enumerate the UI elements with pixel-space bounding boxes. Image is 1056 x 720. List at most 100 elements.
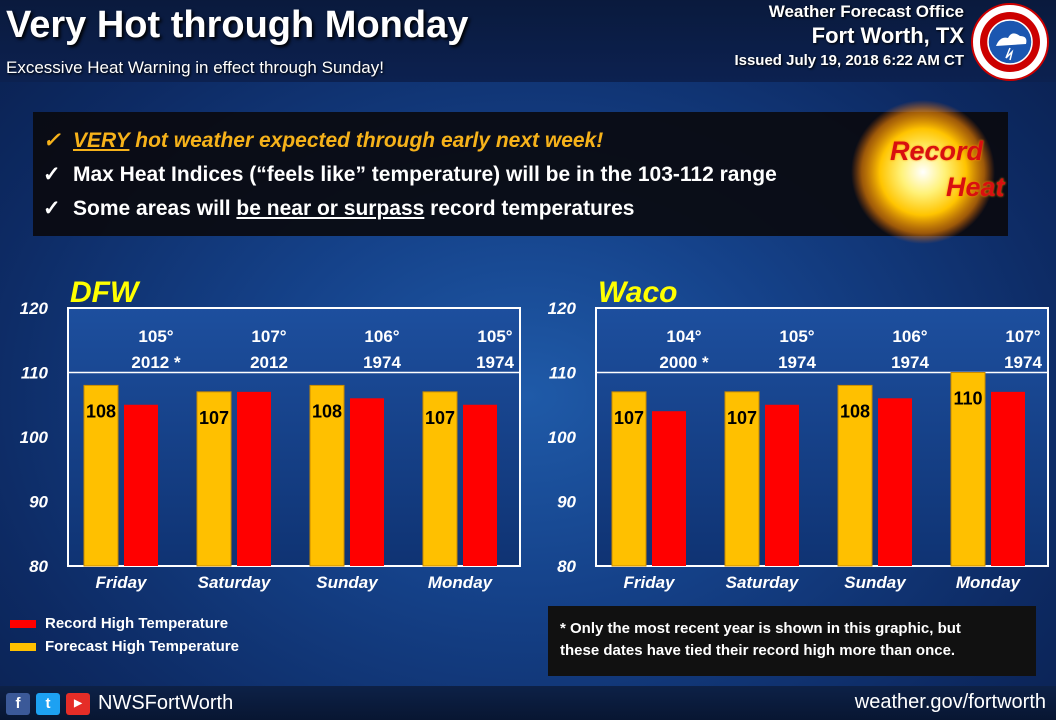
- key-messages-panel: ✓ VERY hot weather expected through early…: [33, 112, 1008, 236]
- waco-bar-forecast: [611, 391, 647, 567]
- waco-category-label: Monday: [956, 573, 1022, 592]
- dfw-ytick-label: 100: [20, 428, 49, 447]
- waco-record-year-label: 1974: [891, 353, 929, 372]
- waco-bar-record: [878, 398, 912, 566]
- dfw-category-label: Saturday: [198, 573, 272, 592]
- bullet-text: Some areas will: [73, 197, 237, 220]
- bullet-heat-indices: ✓ Max Heat Indices (“feels like” temperat…: [43, 162, 777, 187]
- legend-item-forecast: Forecast High Temperature: [10, 635, 239, 658]
- waco-bar-forecast: [950, 372, 986, 567]
- nws-logo-icon: [971, 3, 1049, 81]
- waco-chart-svg: 120 110 100 90 80 Waco 107 104° 2000 * Friday 107 1…: [548, 276, 1049, 592]
- check-icon: ✓: [43, 197, 61, 220]
- issued-timestamp: Issued July 19, 2018 6:22 AM CT: [734, 52, 964, 69]
- website-link[interactable]: weather.gov/fortworth: [854, 691, 1046, 713]
- waco-record-temp-label: 105°: [779, 327, 814, 346]
- waco-chart: 120 110 100 90 80 Waco 107 104° 2000 * Friday 107 1…: [528, 276, 1049, 604]
- dfw-chart: 120 110 100 90 80 DFW 108 105° 2012 * Friday 107 10…: [0, 276, 521, 604]
- dfw-forecast-label: 107: [425, 408, 455, 428]
- waco-bar-record: [765, 404, 799, 566]
- waco-forecast-label: 107: [614, 408, 644, 428]
- office-city: Fort Worth, TX: [811, 23, 964, 48]
- bullet-emphasis: VERY: [73, 129, 130, 152]
- office-info: Weather Forecast Office Fort Worth, TX I…: [734, 2, 964, 69]
- waco-ytick-label: 100: [548, 428, 577, 447]
- chart-legend: Record High Temperature Forecast High Te…: [10, 612, 239, 658]
- dfw-chart-svg: 120 110 100 90 80 DFW 108 105° 2012 * Friday 107 10…: [20, 276, 521, 592]
- dfw-forecast-label: 108: [86, 401, 116, 421]
- check-icon: ✓: [43, 163, 61, 186]
- dfw-record-year-label: 2012: [250, 353, 288, 372]
- waco-bar-forecast: [724, 391, 760, 567]
- bullet-underlined: be near or surpass: [236, 197, 425, 220]
- waco-bar-forecast: [837, 384, 873, 567]
- waco-record-year-label: 1974: [1004, 353, 1042, 372]
- bullet-text: Max Heat Indices (“feels like” temperatu…: [73, 163, 777, 186]
- waco-forecast-label: 107: [727, 408, 757, 428]
- footnote-box: * Only the most recent year is shown in …: [548, 606, 1036, 676]
- page-subtitle: Excessive Heat Warning in effect through…: [6, 58, 384, 77]
- footnote-line2: these dates have tied their record high …: [560, 642, 956, 659]
- dfw-forecast-label: 107: [199, 408, 229, 428]
- dfw-record-temp-label: 105°: [477, 327, 512, 346]
- dfw-record-temp-label: 107°: [251, 327, 286, 346]
- dfw-category-label: Sunday: [316, 573, 379, 592]
- header-bar: Very Hot through Monday Excessive Heat W…: [0, 0, 1056, 82]
- dfw-category-label: Monday: [428, 573, 494, 592]
- legend-swatch-record: [10, 619, 36, 628]
- social-links: f t ▶ NWSFortWorth: [6, 692, 233, 715]
- facebook-icon[interactable]: f: [6, 692, 30, 715]
- dfw-bar-forecast: [309, 384, 345, 567]
- footnote-line1: * Only the most recent year is shown in …: [560, 620, 961, 637]
- legend-label-forecast: Forecast High Temperature: [45, 638, 239, 655]
- bullet-text: record temperatures: [424, 197, 635, 220]
- youtube-icon[interactable]: ▶: [66, 692, 90, 715]
- dfw-bar-record: [350, 398, 384, 566]
- waco-bar-record: [991, 391, 1025, 566]
- dfw-ytick-label: 80: [29, 557, 48, 576]
- dfw-bar-record: [463, 404, 497, 566]
- office-name: Weather Forecast Office: [768, 2, 964, 21]
- waco-record-temp-label: 107°: [1005, 327, 1040, 346]
- dfw-forecast-label: 108: [312, 401, 342, 421]
- dfw-bar-record: [124, 404, 158, 566]
- bullet-text: hot weather expected through early next …: [129, 129, 604, 152]
- dfw-bar-forecast: [422, 391, 458, 567]
- dfw-record-year-label: 1974: [476, 353, 514, 372]
- record-heat-badge-line1: Record: [890, 136, 984, 166]
- dfw-bar-record: [237, 391, 271, 566]
- dfw-record-year-label: 1974: [363, 353, 401, 372]
- waco-record-temp-label: 106°: [892, 327, 927, 346]
- legend-label-record: Record High Temperature: [45, 615, 229, 632]
- waco-ytick-label: 80: [557, 557, 576, 576]
- check-icon: ✓: [43, 129, 61, 152]
- bullet-very-hot: ✓ VERY hot weather expected through early…: [43, 128, 603, 153]
- dfw-record-temp-label: 106°: [364, 327, 399, 346]
- bullet-records: ✓ Some areas will be near or surpass reco…: [43, 196, 634, 221]
- waco-category-label: Friday: [623, 573, 676, 592]
- waco-bar-record: [652, 411, 686, 566]
- dfw-ytick-label: 90: [29, 493, 48, 512]
- dfw-category-label: Friday: [95, 573, 148, 592]
- dfw-ytick-label: 120: [20, 299, 49, 318]
- social-handle[interactable]: NWSFortWorth: [98, 692, 234, 714]
- record-heat-badge-line2: Heat: [946, 172, 1005, 202]
- waco-chart-title: Waco: [598, 276, 677, 309]
- waco-forecast-label: 110: [953, 389, 982, 409]
- legend-swatch-forecast: [10, 642, 36, 651]
- dfw-ytick-label: 110: [21, 364, 49, 383]
- twitter-icon[interactable]: t: [36, 692, 60, 715]
- waco-record-year-label: 1974: [778, 353, 816, 372]
- waco-ytick-label: 90: [557, 493, 576, 512]
- waco-category-label: Saturday: [726, 573, 800, 592]
- waco-forecast-label: 108: [840, 401, 870, 421]
- dfw-bar-forecast: [83, 384, 119, 567]
- sun-icon: [851, 100, 995, 244]
- waco-category-label: Sunday: [844, 573, 907, 592]
- dfw-chart-title: DFW: [70, 276, 141, 309]
- waco-ytick-label: 120: [548, 299, 577, 318]
- waco-ytick-label: 110: [549, 364, 577, 383]
- dfw-bar-forecast: [196, 391, 232, 567]
- footer-bar: f t ▶ NWSFortWorth weather.gov/fortworth: [0, 686, 1056, 720]
- dfw-record-temp-label: 105°: [138, 327, 173, 346]
